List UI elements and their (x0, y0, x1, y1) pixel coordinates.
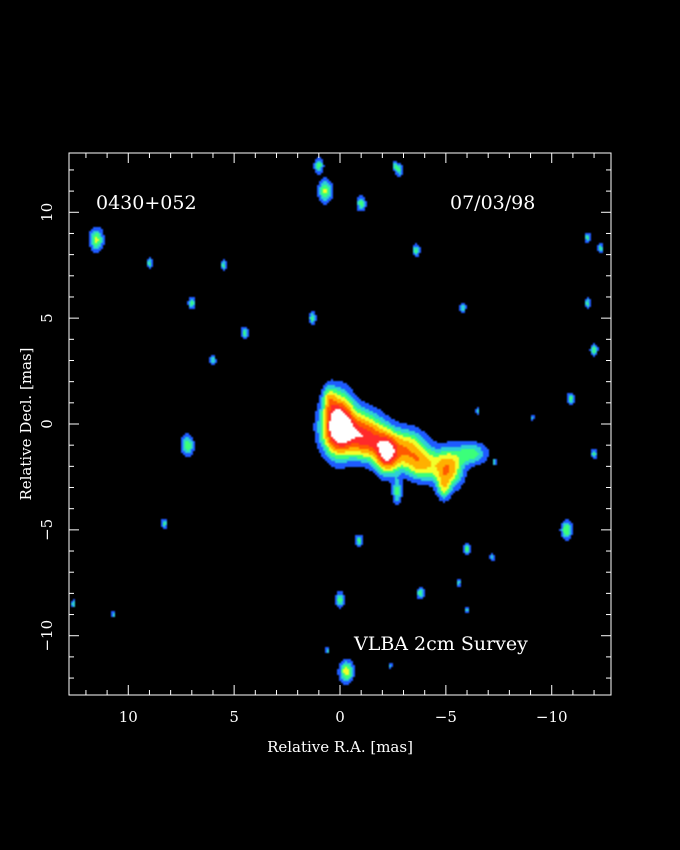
intensity-image (69, 153, 611, 695)
y-tick-label: −5 (38, 519, 56, 541)
x-tick-label: −10 (536, 708, 568, 726)
axis-ticks (69, 153, 611, 695)
y-tick-labels: 10 5 0 −5 −10 (38, 203, 56, 652)
source-name: 0430+052 (96, 192, 197, 214)
jet-intensity-map (69, 153, 611, 695)
observation-date: 07/03/98 (450, 192, 535, 214)
y-tick-label: 5 (38, 313, 56, 323)
x-tick-label: −5 (435, 708, 457, 726)
x-axis-label: Relative R.A. [mas] (267, 738, 413, 756)
survey-label: VLBA 2cm Survey (353, 633, 528, 655)
y-axis-label: Relative Decl. [mas] (17, 347, 35, 500)
y-tick-label: −10 (38, 620, 56, 652)
x-tick-label: 5 (229, 708, 239, 726)
x-tick-label: 10 (119, 708, 138, 726)
y-tick-label: 0 (38, 419, 56, 429)
x-tick-labels: 10 5 0 −5 −10 (119, 708, 568, 726)
x-tick-label: 0 (335, 708, 345, 726)
y-tick-label: 10 (38, 203, 56, 222)
